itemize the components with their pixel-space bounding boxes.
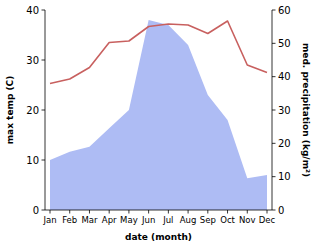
y2-tick-label: 50 — [278, 38, 291, 49]
y2-tick — [272, 76, 276, 77]
x-tick-label: Jun — [141, 215, 155, 225]
y2-tick-label: 20 — [278, 138, 291, 149]
plot-area — [50, 20, 267, 210]
y-tick — [42, 210, 46, 211]
x-tick — [69, 210, 70, 214]
x-tick — [168, 210, 169, 214]
x-tick-label: Jan — [42, 215, 56, 225]
y2-axis-label: med. precipitation (kg/m²) — [301, 43, 311, 177]
y2-tick — [272, 143, 276, 144]
y2-tick — [272, 176, 276, 177]
x-tick — [188, 210, 189, 214]
y2-tick-label: 40 — [278, 71, 291, 82]
x-tick — [207, 210, 208, 214]
y2-tick-label: 60 — [278, 5, 291, 16]
x-tick-label: Apr — [102, 215, 117, 225]
y-tick-label: 30 — [26, 55, 39, 66]
x-tick — [128, 210, 129, 214]
y-tick — [42, 110, 46, 111]
x-tick — [267, 210, 268, 214]
x-tick — [148, 210, 149, 214]
x-tick — [227, 210, 228, 214]
y2-tick-label: 0 — [278, 205, 284, 216]
x-tick-label: Aug — [180, 215, 197, 225]
y-tick-label: 20 — [26, 105, 39, 116]
x-tick — [50, 210, 51, 214]
x-tick-label: Nov — [239, 215, 256, 225]
x-tick-label: Oct — [220, 215, 235, 225]
y2-tick-label: 30 — [278, 105, 291, 116]
y2-tick — [272, 43, 276, 44]
x-axis-label: date (month) — [125, 232, 192, 242]
x-tick — [89, 210, 90, 214]
x-tick-label: Dec — [259, 215, 276, 225]
temperature-line — [50, 21, 267, 84]
x-tick-label: Mar — [81, 215, 98, 225]
x-tick-label: Sep — [200, 215, 216, 225]
y2-tick — [272, 10, 276, 11]
y-tick-label: 0 — [33, 205, 39, 216]
y2-tick — [272, 210, 276, 211]
x-tick-label: Feb — [62, 215, 77, 225]
y-tick-label: 10 — [26, 155, 39, 166]
x-tick-label: May — [120, 215, 138, 225]
y-tick — [42, 60, 46, 61]
y2-tick — [272, 110, 276, 111]
bottom-axis — [45, 210, 272, 211]
y2-tick-label: 10 — [278, 171, 291, 182]
x-tick — [109, 210, 110, 214]
y-tick-label: 40 — [26, 5, 39, 16]
chart: 0 10 20 30 40 0 10 20 30 40 50 60 Jan Feb Mar AprMayJun… — [0, 0, 318, 247]
x-tick — [247, 210, 248, 214]
y-tick — [42, 10, 46, 11]
precipitation-area — [50, 20, 267, 210]
x-tick-label: Jul — [162, 215, 173, 225]
y-axis-label: max temp (C) — [5, 76, 15, 145]
y-tick — [42, 160, 46, 161]
